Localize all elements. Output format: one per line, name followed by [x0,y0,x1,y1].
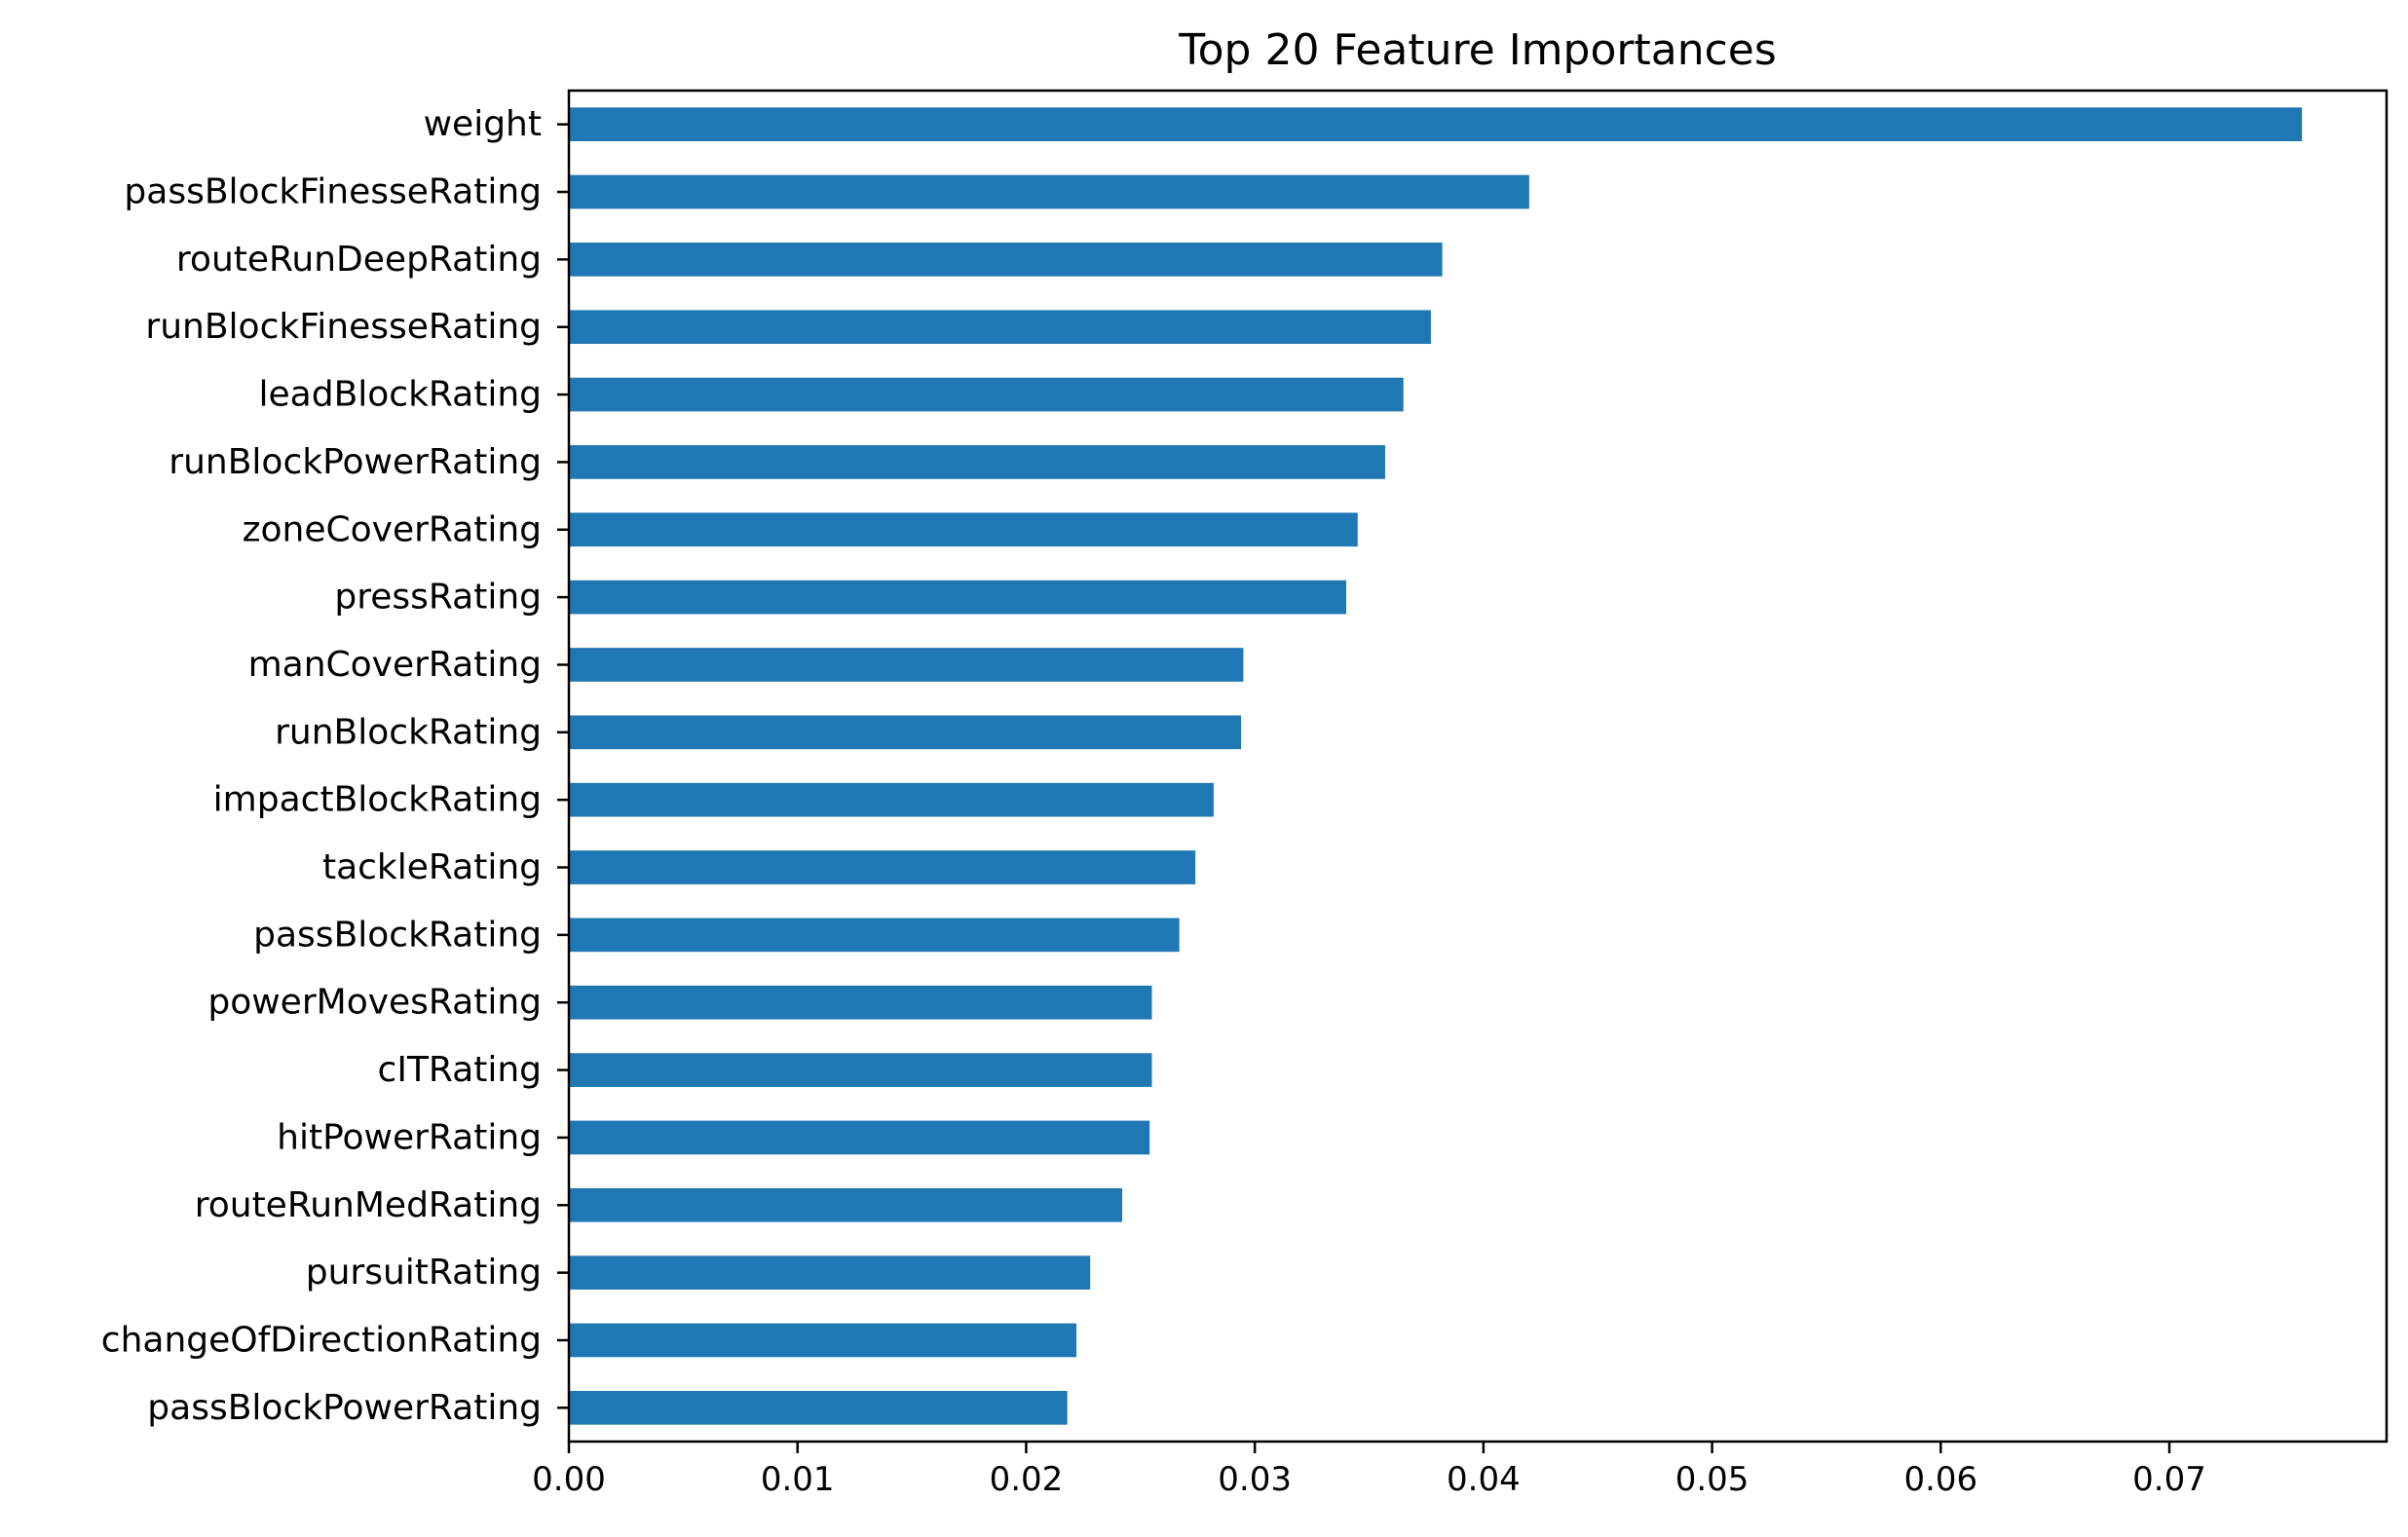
x-tick-label-0.05: 0.05 [1675,1460,1750,1499]
x-tick-label-0.06: 0.06 [1903,1460,1977,1499]
bar-zoneCoverRating [569,512,1358,547]
y-tick-label-passBlockFinesseRating: passBlockFinesseRating [124,172,542,212]
bar-routeRunDeepRating [569,243,1443,277]
y-tick-label-changeOfDirectionRating: changeOfDirectionRating [101,1320,542,1360]
y-tick-label-routeRunMedRating: routeRunMedRating [195,1185,542,1225]
y-tick-label-runBlockPowerRating: runBlockPowerRating [169,442,542,482]
bar-passBlockRating [569,918,1180,953]
y-tick-label-runBlockFinesseRating: runBlockFinesseRating [145,307,542,347]
bar-routeRunMedRating [569,1187,1123,1222]
bar-passBlockFinesseRating [569,174,1529,209]
bar-pressRating [569,580,1347,615]
y-tick-label-passBlockRating: passBlockRating [253,915,542,955]
bar-powerMovesRating [569,985,1152,1020]
y-tick-label-hitPowerRating: hitPowerRating [277,1117,542,1157]
bar-changeOfDirectionRating [569,1323,1077,1358]
y-tick-label-tackleRating: tackleRating [322,847,542,887]
x-axis: 0.00 0.01 0.02 0.03 0.04 0.05 0.06 0.07 [532,1442,2206,1499]
bar-tackleRating [569,850,1196,884]
y-tick-label-pursuitRating: pursuitRating [306,1253,542,1293]
x-tick-label-0.02: 0.02 [990,1460,1064,1499]
y-tick-label-zoneCoverRating: zoneCoverRating [243,509,542,549]
bar-impactBlockRating [569,782,1214,817]
bar-runBlockRating [569,715,1242,750]
bar-runBlockPowerRating [569,445,1385,479]
bar-hitPowerRating [569,1120,1150,1155]
y-tick-label-impactBlockRating: impactBlockRating [213,780,542,820]
plot-frame [567,89,2389,1443]
bars-group [569,107,2303,1425]
bar-pursuitRating [569,1256,1091,1290]
y-tick-label-passBlockPowerRating: passBlockPowerRating [147,1388,542,1428]
chart-title: Top 20 Feature Importances [1178,25,1777,75]
x-tick-label-0.07: 0.07 [2132,1460,2206,1499]
x-tick-label-0.03: 0.03 [1218,1460,1292,1499]
bar-weight [569,107,2303,142]
x-tick-label-0.04: 0.04 [1447,1460,1521,1499]
y-tick-label-runBlockRating: runBlockRating [275,712,542,752]
y-tick-label-manCoverRating: manCoverRating [248,645,542,685]
bar-passBlockPowerRating [569,1390,1068,1425]
y-tick-label-weight: weight [424,104,542,144]
y-tick-label-powerMovesRating: powerMovesRating [207,983,542,1023]
y-tick-label-pressRating: pressRating [334,578,542,618]
x-tick-label-0.01: 0.01 [761,1460,835,1499]
y-tick-label-routeRunDeepRating: routeRunDeepRating [176,240,542,280]
bar-leadBlockRating [569,377,1404,412]
bar-manCoverRating [569,648,1244,682]
y-axis: weight passBlockFinesseRating routeRunDeep… [101,104,569,1428]
x-tick-label-0.00: 0.00 [532,1460,606,1499]
y-tick-label-leadBlockRating: leadBlockRating [259,375,543,415]
bar-runBlockFinesseRating [569,310,1431,345]
y-tick-label-cITRating: cITRating [378,1050,542,1090]
bar-cITRating [569,1053,1152,1087]
